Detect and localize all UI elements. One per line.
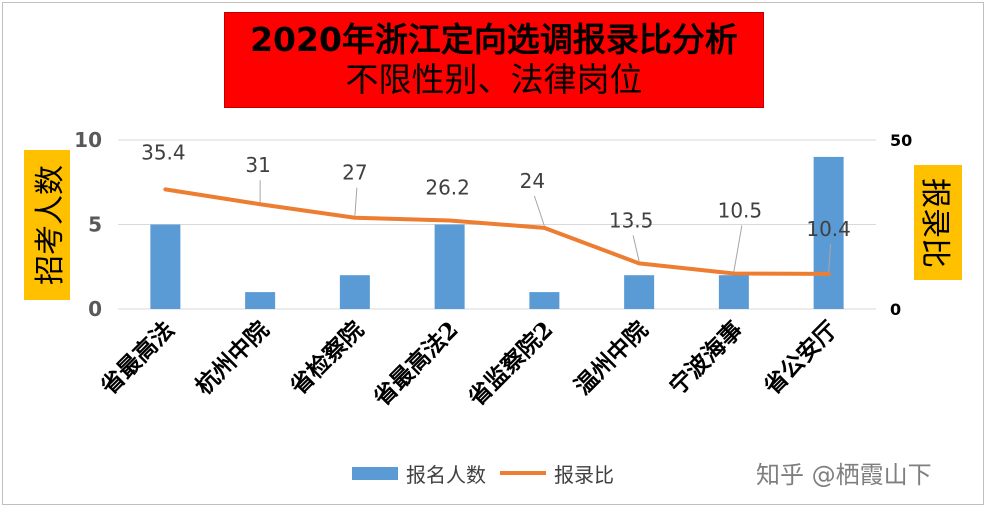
- data-label-leader: [733, 225, 743, 272]
- line-point: [448, 218, 452, 222]
- line-point: [827, 272, 831, 276]
- watermark: 知乎 @栖霞山下: [756, 461, 932, 489]
- category-label: 温州中院: [569, 316, 653, 400]
- bar: [434, 224, 465, 309]
- category-label: 省公安厅: [758, 316, 843, 401]
- left-axis-title-box: 招考人数: [24, 150, 70, 300]
- bar: [245, 292, 276, 309]
- legend: 报名人数 报录比: [352, 458, 614, 488]
- category-label: 省监察院2: [462, 316, 558, 412]
- bar: [813, 156, 844, 309]
- chart-title-box: 2020年浙江定向选调报录比分析 不限性别、法律岗位: [224, 12, 764, 108]
- category-label: 省最高法2: [368, 316, 464, 412]
- data-label: 24: [520, 169, 545, 193]
- data-label-leader: [632, 235, 640, 262]
- legend-bar-swatch: [352, 466, 398, 480]
- left-axis-tick-label: 5: [88, 213, 102, 237]
- bar: [339, 275, 370, 309]
- legend-line-swatch: [500, 471, 546, 475]
- data-label: 13.5: [609, 208, 654, 232]
- bar: [624, 275, 655, 309]
- data-label: 10.4: [806, 217, 851, 241]
- line-point: [732, 272, 736, 276]
- data-label: 27: [342, 161, 367, 185]
- bar: [529, 292, 560, 309]
- right-axis-tick-label: 50: [890, 131, 912, 150]
- category-label: 省最高法: [95, 316, 180, 401]
- data-label-leader: [828, 243, 832, 272]
- right-axis-title-box: 报录比: [914, 165, 962, 280]
- category-label: 宁波海事: [664, 316, 748, 400]
- category-label: 杭州中院: [190, 316, 274, 400]
- chart-subtitle: 不限性别、法律岗位: [345, 60, 643, 99]
- chart-title: 2020年浙江定向选调报录比分析: [250, 20, 738, 59]
- left-axis-tick-label: 0: [88, 297, 102, 321]
- left-axis-tick-label: 10: [74, 128, 102, 152]
- legend-bar-label: 报名人数: [406, 462, 486, 487]
- data-label: 10.5: [718, 199, 763, 223]
- line-series: [163, 187, 831, 276]
- line-point: [353, 216, 357, 220]
- legend-line-label: 报录比: [554, 462, 614, 487]
- data-label: 35.4: [141, 140, 186, 164]
- data-label-leader: [354, 187, 358, 216]
- data-label-leader: [533, 195, 545, 227]
- bar: [718, 275, 749, 309]
- line-point: [637, 261, 641, 265]
- category-label: 省检察院: [284, 316, 369, 401]
- data-label: 31: [245, 153, 270, 177]
- right-axis-tick-label: 0: [890, 300, 901, 319]
- line-point: [258, 202, 262, 206]
- bar: [150, 224, 181, 309]
- data-label: 26.2: [425, 175, 470, 199]
- line-point: [163, 187, 167, 191]
- line-point: [542, 226, 546, 230]
